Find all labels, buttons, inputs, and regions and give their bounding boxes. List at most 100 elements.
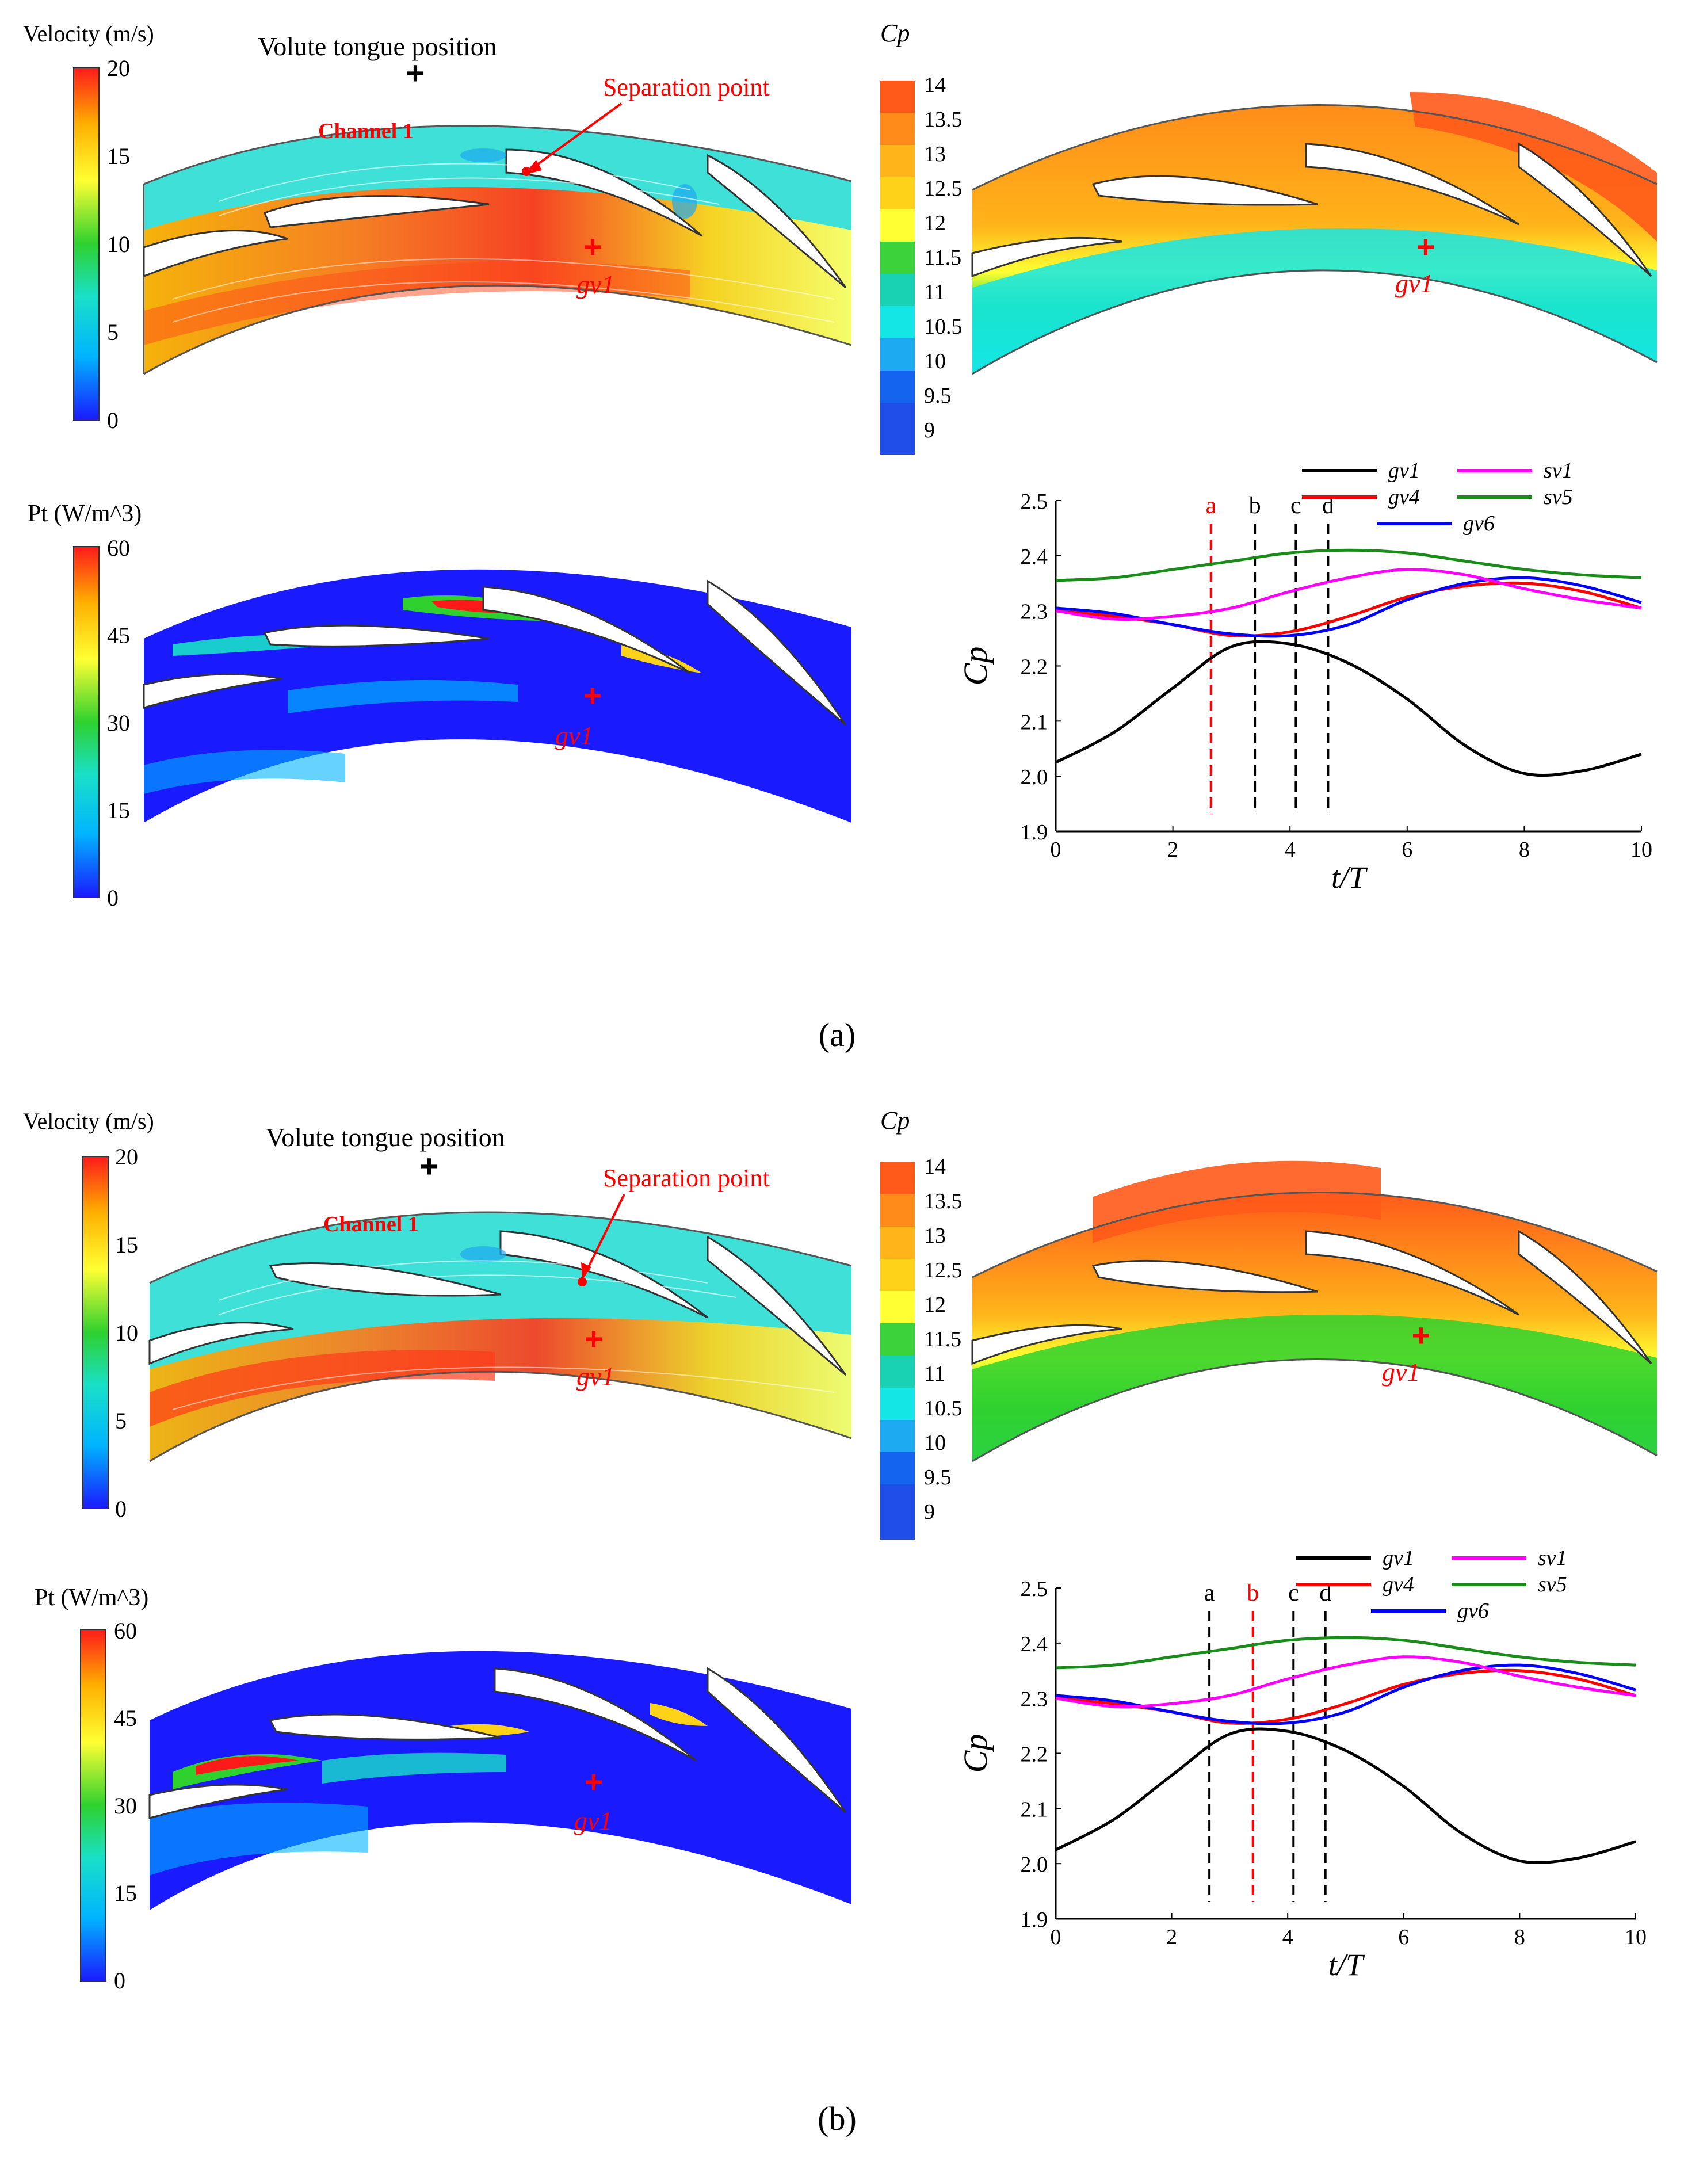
- legend-label: gv1: [1383, 1546, 1414, 1570]
- time-marker-label: c: [1290, 492, 1301, 519]
- volute-tongue-marker: +: [420, 1148, 439, 1184]
- y-tick-label: 2.5: [1021, 1577, 1048, 1601]
- pt-tick: 60: [107, 535, 130, 561]
- cp-tick: 12: [924, 1293, 946, 1317]
- separation-point-marker: [522, 167, 531, 176]
- pt-tick: 60: [114, 1618, 137, 1644]
- y-tick-label: 2.0: [1021, 1853, 1048, 1877]
- velocity-tick: 15: [115, 1232, 138, 1258]
- velocity-tick: 0: [107, 407, 119, 433]
- cp-tick: 9: [924, 1500, 935, 1524]
- cp-tick: 10.5: [924, 315, 963, 339]
- cp-line-chart: 1.9 2.0 2.1 2.2 2.3 2.4 2.5 0 2 4 6 8 10 t/T Cp a b c d gv1…: [957, 1546, 1647, 1982]
- cp-tick: 14: [924, 1155, 946, 1179]
- pt-colorbar: [80, 1629, 106, 1982]
- x-axis-label: t/T: [1328, 1948, 1365, 1982]
- legend-label: gv4: [1388, 485, 1420, 509]
- velocity-tick: 20: [115, 1144, 138, 1170]
- panel-caption: (a): [819, 1016, 856, 1053]
- y-tick-label: 2.2: [1021, 1743, 1048, 1767]
- probe-marker: +: [585, 1320, 604, 1357]
- pt-probe-label: gv1: [574, 1806, 612, 1835]
- pt-colorbar-title: Pt (W/m^3): [35, 1584, 148, 1611]
- x-tick-label: 10: [1630, 838, 1652, 862]
- separation-point-label: Separation point: [603, 1164, 770, 1192]
- cp-tick: 11.5: [924, 246, 961, 270]
- series-line-sv1: [1055, 1655, 1636, 1708]
- panel-a: Velocity (m/s) 20 15 10 5 0: [23, 19, 1658, 1053]
- y-axis-label: Cp: [957, 647, 994, 686]
- x-tick-label: 0: [1051, 838, 1061, 862]
- cp-tick: 13: [924, 1224, 946, 1248]
- cp-colorbar: [880, 1162, 915, 1540]
- series-line-gv1: [1055, 640, 1642, 777]
- time-marker-label: b: [1247, 1580, 1259, 1606]
- time-marker-label: a: [1205, 492, 1216, 519]
- y-tick-label: 2.5: [1021, 490, 1048, 514]
- cp-tick: 10: [924, 349, 946, 373]
- x-tick-label: 0: [1051, 1925, 1061, 1949]
- legend-label: gv6: [1463, 511, 1495, 536]
- series-line-sv1: [1055, 568, 1642, 621]
- velocity-colorbar: [73, 67, 100, 421]
- channel-label: Channel 1: [323, 1212, 419, 1236]
- pt-colorbar-title: Pt (W/m^3): [28, 501, 142, 527]
- separation-point-marker: [578, 1277, 587, 1286]
- x-tick-label: 2: [1167, 838, 1178, 862]
- velocity-tick: 0: [115, 1496, 127, 1522]
- x-tick-label: 8: [1514, 1925, 1525, 1949]
- velocity-colorbar-title: Velocity (m/s): [23, 1108, 154, 1134]
- cp-tick: 11.5: [924, 1327, 961, 1351]
- pt-contour-field: [148, 1651, 851, 1910]
- cp-probe-marker: +: [1412, 1317, 1431, 1353]
- pt-probe-label: gv1: [555, 721, 593, 750]
- velocity-tick: 5: [115, 1408, 127, 1434]
- legend-label: sv1: [1538, 1546, 1567, 1570]
- pt-probe-marker: +: [583, 677, 602, 713]
- cp-colorbar-ticks: 14 13.5 13 12.5 12 11.5 11 10.5 10 9.5 9: [924, 73, 963, 442]
- time-marker-label: a: [1204, 1580, 1215, 1606]
- pt-tick: 30: [114, 1793, 137, 1819]
- pt-tick: 15: [114, 1880, 137, 1906]
- series-line-gv4: [1055, 581, 1642, 637]
- time-marker-label: d: [1322, 492, 1334, 519]
- series-line-gv1: [1055, 1727, 1636, 1865]
- velocity-contour-field: [148, 1211, 852, 1463]
- volute-tongue-label: Volute tongue position: [266, 1122, 505, 1152]
- pt-tick: 0: [114, 1968, 125, 1994]
- legend-label: sv5: [1544, 485, 1573, 509]
- x-tick-label: 2: [1166, 1925, 1177, 1949]
- time-marker-label: c: [1288, 1580, 1299, 1606]
- separation-arrow: [583, 1194, 625, 1276]
- x-tick-label: 4: [1285, 838, 1296, 862]
- series-line-gv6: [1055, 1663, 1636, 1725]
- pt-colorbar-ticks: 60 45 30 15 0: [107, 535, 130, 911]
- legend-label: gv4: [1383, 1572, 1414, 1597]
- x-tick-label: 6: [1402, 838, 1412, 862]
- volute-tongue-marker: +: [406, 55, 425, 91]
- pt-colorbar-ticks: 60 45 30 15 0: [114, 1618, 137, 1994]
- volute-tongue-label: Volute tongue position: [258, 32, 497, 61]
- cp-tick: 13: [924, 142, 946, 166]
- cp-probe-marker: +: [1416, 228, 1435, 265]
- y-tick-label: 1.9: [1021, 1908, 1048, 1932]
- probe-label: gv1: [576, 270, 614, 299]
- y-tick-label: 2.3: [1021, 600, 1048, 624]
- cp-tick: 11: [924, 1362, 945, 1386]
- velocity-colorbar-ticks: 20 15 10 5 0: [115, 1144, 138, 1522]
- cp-tick: 9.5: [924, 1465, 952, 1490]
- separation-arrow: [528, 102, 623, 171]
- separation-arrow-head: [581, 1262, 591, 1280]
- x-tick-label: 10: [1625, 1925, 1647, 1949]
- series-line-gv4: [1055, 1668, 1636, 1725]
- y-tick-label: 2.4: [1021, 1632, 1048, 1656]
- velocity-contour-field: [143, 125, 852, 375]
- y-tick-label: 2.2: [1021, 655, 1048, 679]
- y-tick-label: 2.0: [1021, 765, 1048, 789]
- legend-label: gv1: [1388, 459, 1420, 483]
- velocity-tick: 10: [107, 231, 130, 257]
- velocity-colorbar-title: Velocity (m/s): [23, 21, 154, 47]
- pt-colorbar: [73, 546, 100, 898]
- cp-tick: 14: [924, 73, 946, 97]
